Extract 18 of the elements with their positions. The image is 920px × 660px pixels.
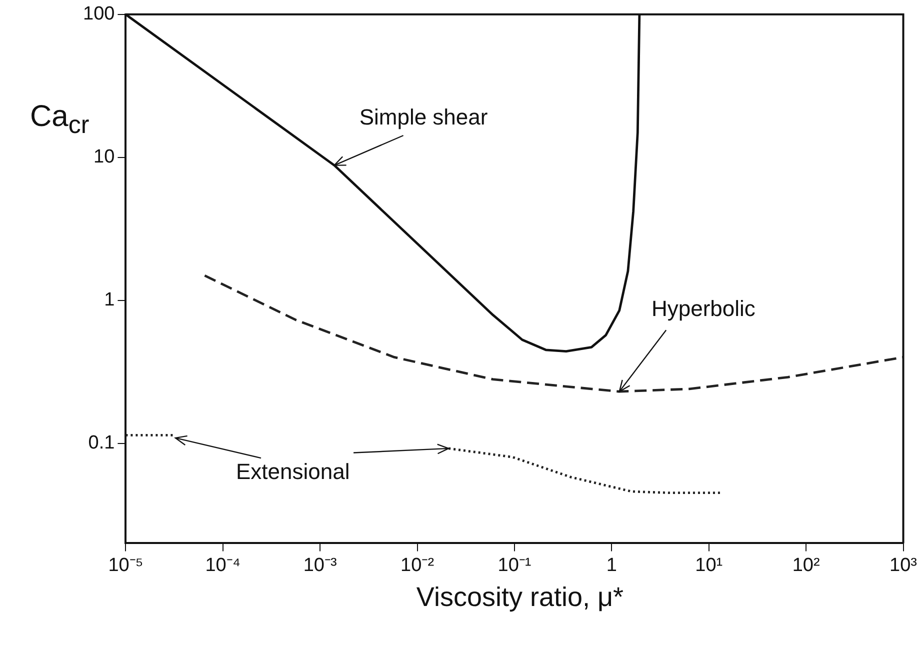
- x-tick-label: 1: [606, 554, 617, 576]
- x-tick-label: 10¹: [695, 554, 723, 576]
- x-axis-title: Viscosity ratio, μ*: [415, 582, 625, 613]
- y-tick-label: 0.1: [88, 432, 115, 454]
- x-tick-label: 10⁻³: [303, 554, 337, 576]
- annotation: Simple shear: [359, 104, 488, 130]
- x-tick-label: 10³: [890, 554, 918, 576]
- y-axis-title: Ca$_{cr}$: [30, 100, 90, 140]
- x-tick-label: 10⁻¹: [498, 554, 532, 576]
- annotation: Hyperbolic: [651, 296, 756, 322]
- annotation: Extensional: [236, 458, 350, 484]
- y-tick-label: 100: [83, 4, 115, 25]
- x-tick-label: 10²: [792, 554, 820, 576]
- y-tick-label: 10: [94, 146, 115, 168]
- x-tick-label: 10⁻⁴: [205, 554, 241, 576]
- y-tick-label: 1: [104, 290, 115, 311]
- x-tick-label: 10⁻²: [400, 554, 434, 576]
- x-tick-label: 10⁻⁵: [108, 554, 144, 576]
